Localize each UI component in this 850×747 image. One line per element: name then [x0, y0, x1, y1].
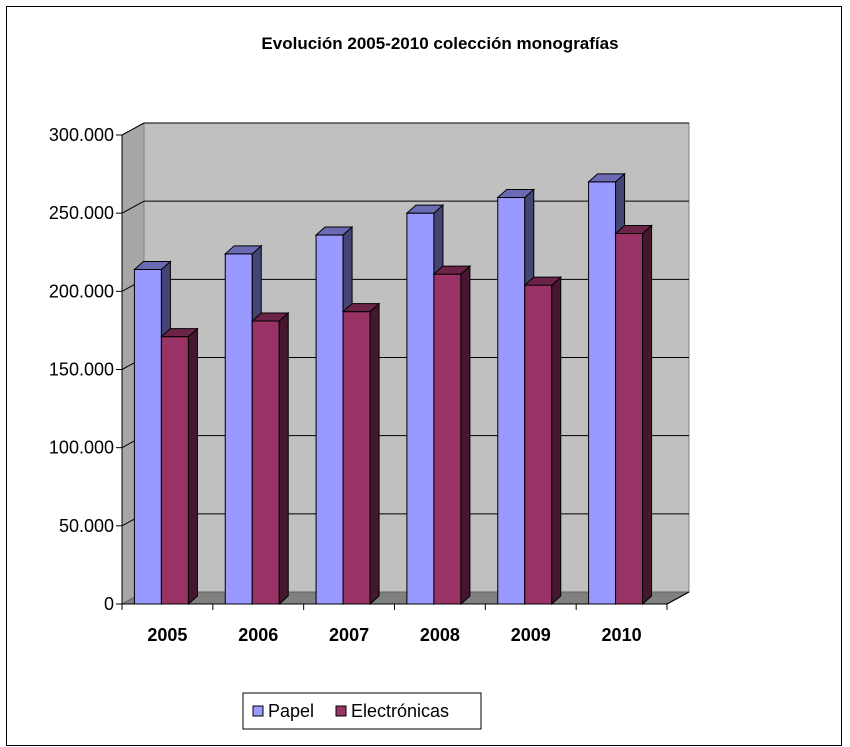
- y-tick-label: 150.000: [49, 360, 114, 380]
- gridline-side: [121, 122, 145, 136]
- chart-svg: Evolución 2005-2010 colección monografía…: [49, 34, 690, 730]
- bar-top-Electrónicas-2009: [523, 276, 563, 286]
- bar-Electrónicas-2005: [160, 336, 189, 605]
- bar-top-Papel-2005: [133, 260, 172, 270]
- bar-side-Electrónicas-2007: [369, 302, 380, 606]
- bar-Electrónicas-2009: [524, 284, 553, 605]
- bar-Electrónicas-2006: [251, 320, 280, 605]
- bar-side-Electrónicas-2010: [642, 224, 653, 606]
- chart-frame: Evolución 2005-2010 colección monografía…: [6, 6, 842, 746]
- gridline-side: [121, 200, 145, 214]
- bar-group-2007: [314, 225, 381, 606]
- bar-top-Electrónicas-2007: [341, 303, 381, 313]
- x-tick-label: 2008: [420, 625, 460, 645]
- bar-Electrónicas-2007: [342, 311, 371, 605]
- bar-side-Electrónicas-2006: [278, 311, 289, 606]
- bar-Electrónicas-2010: [615, 232, 644, 605]
- bar-top-Papel-2007: [314, 226, 354, 236]
- legend-label-Papel: Papel: [268, 701, 314, 721]
- x-tick-label: 2006: [238, 625, 278, 645]
- bar-top-Papel-2008: [405, 204, 445, 214]
- legend-box: [242, 692, 482, 730]
- bar-group-2009: [496, 188, 563, 606]
- bar-top-Electrónicas-2010: [614, 224, 653, 234]
- x-tick-label: 2007: [329, 625, 369, 645]
- bar-group-2005: [133, 260, 199, 606]
- x-tick-label: 2005: [147, 625, 187, 645]
- y-tick-label: 250.000: [49, 203, 114, 223]
- chart-title: Evolución 2005-2010 colección monografía…: [261, 34, 618, 53]
- x-tick-label: 2009: [511, 625, 551, 645]
- x-tick-label: 2010: [602, 625, 642, 645]
- bar-Papel-2010: [588, 181, 617, 605]
- legend-label-Electrónicas: Electrónicas: [351, 701, 449, 721]
- bar-side-Electrónicas-2009: [551, 275, 562, 606]
- bar-top-Electrónicas-2008: [432, 265, 472, 275]
- bar-group-2006: [223, 244, 290, 606]
- legend-swatch-Papel: [252, 705, 264, 717]
- bar-Papel-2005: [133, 268, 162, 605]
- bar-Papel-2006: [224, 253, 253, 605]
- bar-group-2010: [587, 172, 653, 606]
- bar-Papel-2007: [315, 234, 344, 605]
- legend-swatch-Electrónicas: [335, 705, 347, 717]
- bar-top-Papel-2006: [223, 245, 263, 255]
- bar-top-Papel-2010: [587, 173, 626, 183]
- x-axis-edge: [666, 591, 690, 605]
- y-tick-label: 100.000: [49, 438, 114, 458]
- bar-Papel-2008: [406, 212, 435, 605]
- bar-group-2008: [405, 204, 472, 606]
- bar-Papel-2009: [497, 197, 526, 605]
- y-tick-label: 200.000: [49, 281, 114, 301]
- bar-top-Papel-2009: [496, 189, 536, 199]
- bar-side-Electrónicas-2008: [460, 265, 471, 606]
- legend: Papel Electrónicas: [242, 692, 482, 730]
- y-tick-label: 50.000: [59, 516, 114, 536]
- bar-top-Electrónicas-2005: [160, 328, 199, 338]
- plot-area: 0 50.000 100.000 150.000 200.000 250.000 300.0…: [49, 122, 690, 645]
- bar-Electrónicas-2008: [433, 273, 462, 605]
- bar-side-Electrónicas-2005: [187, 327, 198, 606]
- y-tick-label: 0: [104, 594, 114, 614]
- bar-top-Electrónicas-2006: [250, 312, 290, 322]
- y-tick-label: 300.000: [49, 125, 114, 145]
